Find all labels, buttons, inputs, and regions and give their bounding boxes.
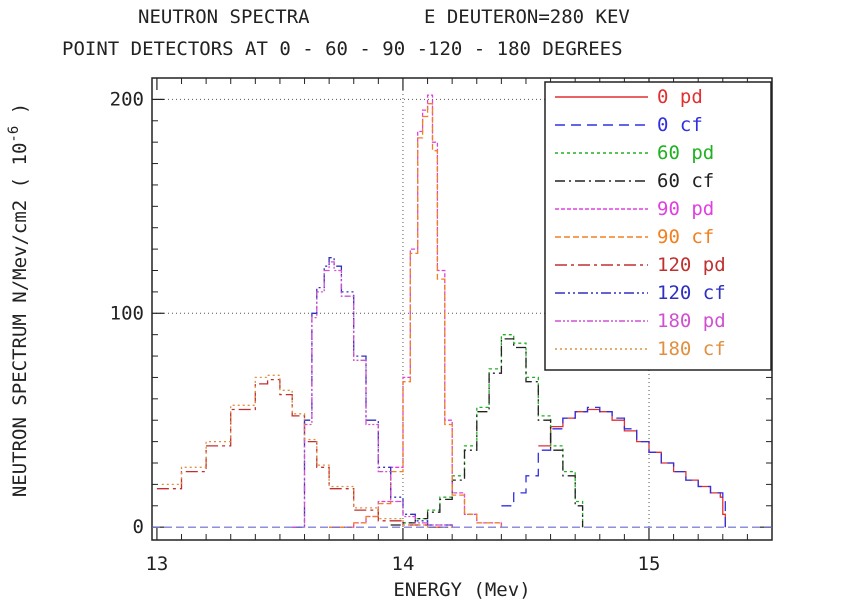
legend-label-120-pd: 120 pd: [657, 254, 726, 276]
legend-label-120-cf: 120 cf: [657, 282, 726, 304]
series-line-180-cf: [161, 374, 453, 528]
x-tick-label: 15: [638, 553, 661, 575]
legend-label-0-pd: 0 pd: [657, 86, 703, 108]
series-line-120-pd: [156, 378, 453, 528]
y-axis-label-exponent: -6: [6, 126, 22, 143]
x-axis-label: ENERGY (Mev): [393, 579, 530, 601]
legend-label-60-pd: 60 pd: [657, 142, 714, 164]
y-axis-label-close: ): [9, 103, 31, 126]
y-tick-label: 200: [110, 88, 144, 110]
legend-box: [544, 81, 772, 371]
series-line-0-cf: [501, 406, 726, 528]
series-line-0-pd: [538, 408, 726, 528]
chart-title: NEUTRON SPECTRA E DEUTERON=280 KEV: [138, 6, 630, 28]
legend: 0 pd 0 cf 60 pd 60 cf 90 pd 90 cf 120 pd 120 cf…: [544, 81, 772, 371]
series-layer: [152, 94, 772, 528]
legend-label-0-cf: 0 cf: [657, 114, 703, 136]
x-tick-label: 13: [145, 553, 168, 575]
y-axis-label: NEUTRON SPECTRUM N/Mev/cm2 ( 10-6 ): [6, 103, 31, 497]
legend-label-180-pd: 180 pd: [657, 310, 726, 332]
series-line-90-cf: [329, 103, 503, 528]
legend-label-90-cf: 90 cf: [657, 226, 714, 248]
y-tick-label: 0: [133, 516, 144, 538]
series-line-60-cf: [390, 338, 584, 528]
y-axis-label-main: NEUTRON SPECTRUM N/Mev/cm2 ( 10: [9, 143, 31, 498]
x-tick-label: 14: [392, 553, 415, 575]
legend-label-90-pd: 90 pd: [657, 198, 714, 220]
y-tick-label: 100: [110, 302, 144, 324]
series-line-180-pd: [292, 261, 453, 528]
legend-label-180-cf: 180 cf: [657, 338, 726, 360]
series-line-120-cf: [292, 257, 453, 528]
series-line-90-pd: [329, 94, 503, 528]
legend-label-60-cf: 60 cf: [657, 170, 714, 192]
chart-subtitle: POINT DETECTORS AT 0 - 60 - 90 -120 - 18…: [62, 38, 623, 60]
plot-frame: [151, 77, 773, 541]
